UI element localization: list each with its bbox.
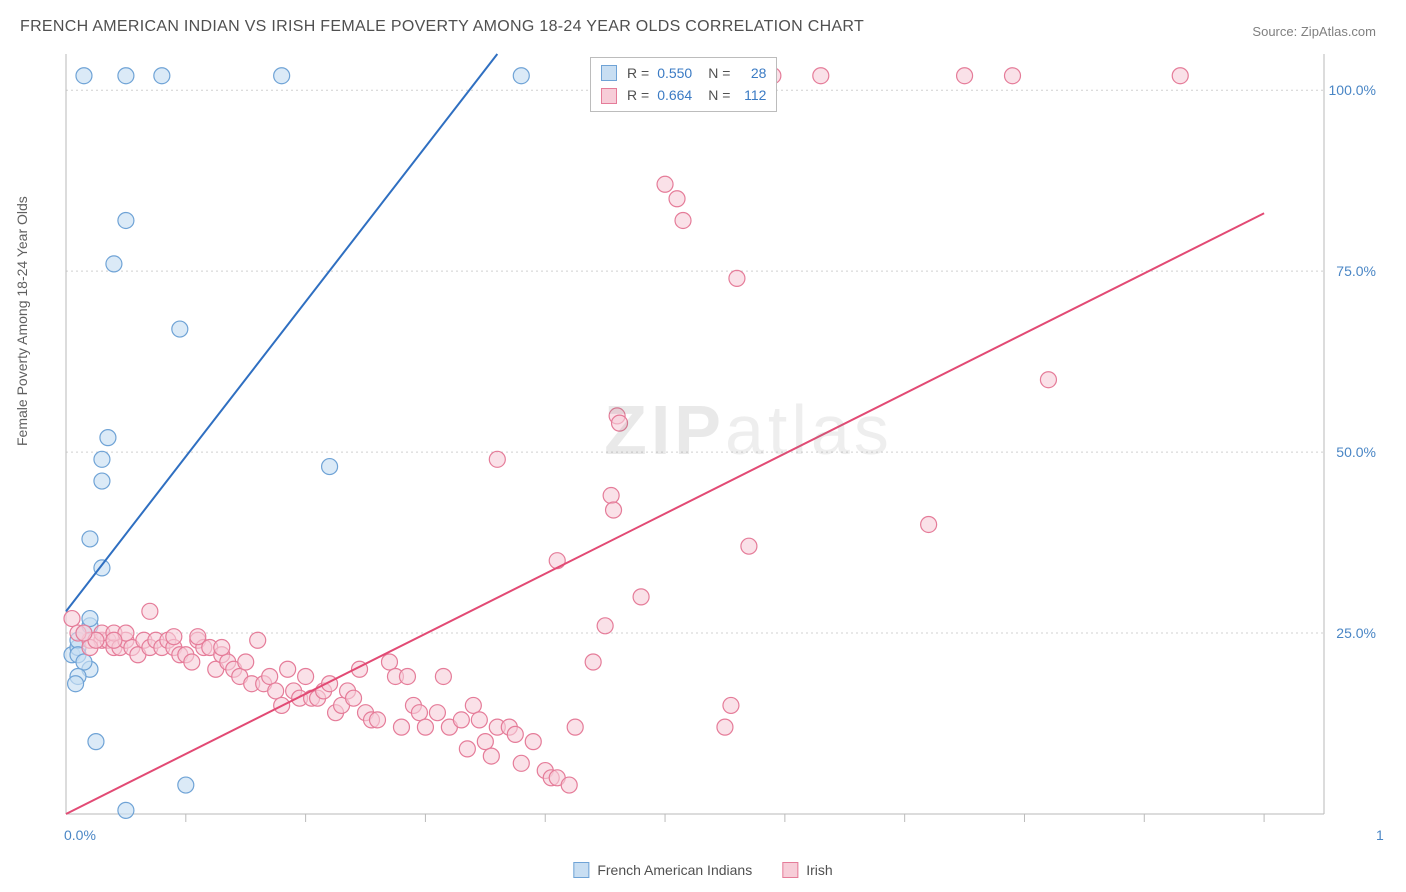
swatch-series2-b xyxy=(782,862,798,878)
svg-text:100.0%: 100.0% xyxy=(1329,82,1376,98)
legend-item-2: Irish xyxy=(782,862,832,878)
source-link[interactable]: ZipAtlas.com xyxy=(1301,24,1376,39)
r-value-2: 0.664 xyxy=(657,84,692,106)
svg-text:75.0%: 75.0% xyxy=(1336,263,1376,279)
legend-label-1: French American Indians xyxy=(597,862,752,878)
svg-text:0.0%: 0.0% xyxy=(64,827,96,842)
legend-row-series2: R = 0.664 N = 112 xyxy=(601,84,766,106)
source-label: Source: xyxy=(1252,24,1297,39)
svg-text:100.0%: 100.0% xyxy=(1376,827,1384,842)
chart-title: FRENCH AMERICAN INDIAN VS IRISH FEMALE P… xyxy=(20,18,864,36)
r-value-1: 0.550 xyxy=(657,62,692,84)
swatch-series2 xyxy=(601,88,617,104)
swatch-series1 xyxy=(601,65,617,81)
swatch-series1-b xyxy=(573,862,589,878)
svg-text:25.0%: 25.0% xyxy=(1336,625,1376,641)
source-attribution: Source: ZipAtlas.com xyxy=(1252,24,1376,39)
chart-area: 25.0%50.0%75.0%100.0%0.0%100.0% ZIPatlas… xyxy=(60,50,1384,842)
correlation-legend: R = 0.550 N = 28 R = 0.664 N = 112 xyxy=(590,57,777,112)
svg-text:50.0%: 50.0% xyxy=(1336,444,1376,460)
scatter-chart: 25.0% 50.0% 75.0% 100.0% 0.0% 100.0% xyxy=(60,50,1384,842)
y-axis-label: Female Poverty Among 18-24 Year Olds xyxy=(14,196,30,446)
legend-label-2: Irish xyxy=(806,862,832,878)
series-legend: French American Indians Irish xyxy=(573,862,832,878)
legend-row-series1: R = 0.550 N = 28 xyxy=(601,62,766,84)
n-value-2: 112 xyxy=(738,84,766,106)
legend-item-1: French American Indians xyxy=(573,862,752,878)
n-value-1: 28 xyxy=(738,62,766,84)
